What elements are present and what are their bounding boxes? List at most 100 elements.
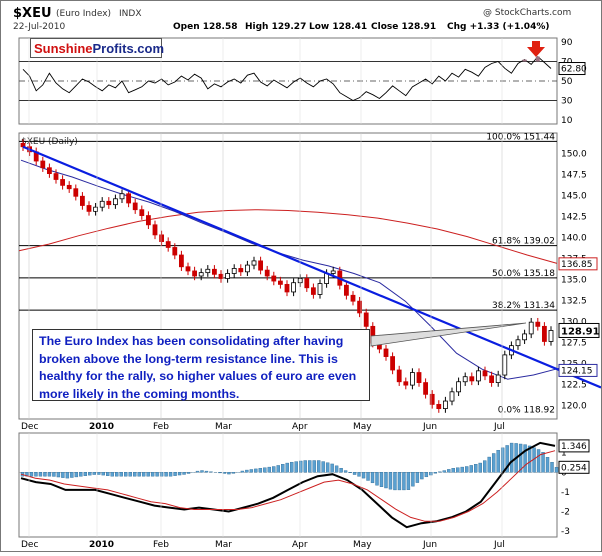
macd-histogram-bar: [169, 472, 172, 476]
candle-body: [173, 247, 177, 255]
macd-value-label: 1.346: [561, 442, 587, 452]
macd-histogram-bar: [308, 461, 311, 473]
macd-histogram-bar: [290, 462, 293, 472]
macd-histogram-bar: [416, 472, 419, 482]
macd-histogram-bar: [524, 445, 527, 473]
macd-histogram-bar: [34, 472, 37, 476]
high-value: High 129.27: [245, 22, 306, 32]
x-tick-label: Dec: [21, 422, 38, 432]
chart-date: 22-Jul-2010: [13, 22, 65, 32]
candle-body: [364, 313, 368, 326]
candle-body: [344, 285, 348, 295]
fib-level-label: 50.0% 135.18: [492, 269, 555, 279]
macd-histogram-bar: [187, 472, 190, 473]
candle-body: [232, 268, 236, 273]
price-tick-label: 122.5: [561, 380, 587, 390]
macd-histogram-bar: [340, 468, 343, 472]
candle-body: [212, 269, 216, 274]
macd-x-tick-label: 2010: [89, 540, 114, 550]
x-tick-label: Jul: [493, 422, 505, 432]
macd-histogram-bar: [165, 472, 168, 476]
fib-level-label: 100.0% 151.44: [486, 132, 555, 142]
logo-part-2: Profits.com: [93, 41, 165, 56]
macd-histogram-bar: [57, 472, 60, 477]
candle-body: [384, 349, 388, 357]
candle-body: [179, 255, 183, 267]
macd-histogram-bar: [39, 472, 42, 476]
macd-histogram-bar: [93, 472, 96, 474]
macd-histogram-bar: [393, 472, 396, 490]
macd-histogram-bar: [151, 472, 154, 476]
macd-histogram-bar: [106, 472, 109, 475]
macd-histogram-bar: [245, 470, 248, 472]
candle-body: [74, 189, 78, 197]
macd-histogram-bar: [295, 462, 298, 473]
x-tick-label: Apr: [292, 422, 308, 432]
macd-histogram-bar: [434, 472, 437, 473]
ma-value-label: 136.85: [561, 260, 593, 270]
candle-body: [457, 382, 461, 392]
macd-tick-label: -3: [561, 527, 570, 537]
candle-body: [193, 271, 197, 276]
price-tick-label: 132.5: [561, 296, 587, 306]
candle-body: [305, 279, 309, 288]
close-value: Close 128.91: [371, 22, 436, 32]
macd-histogram-bar: [88, 472, 91, 475]
copyright-text: @ StockCharts.com: [483, 8, 571, 18]
candle-body: [424, 383, 428, 395]
candle-body: [404, 382, 408, 385]
rsi-overbought-fill: [523, 60, 527, 62]
macd-histogram-bar: [380, 472, 383, 487]
candle-body: [120, 194, 124, 199]
candle-body: [226, 273, 230, 278]
candle-body: [146, 216, 150, 225]
candle-body: [127, 194, 131, 203]
macd-histogram-bar: [124, 472, 127, 476]
logo-part-1: Sunshine: [34, 41, 93, 56]
ma-value-label: 124.15: [561, 366, 593, 376]
candle-body: [529, 322, 533, 334]
rsi-tick-label: 30: [561, 97, 573, 107]
candle-body: [166, 242, 170, 248]
macd-histogram-bar: [75, 472, 78, 477]
macd-histogram-bar: [79, 472, 82, 476]
macd-histogram-bar: [398, 472, 401, 490]
macd-x-tick-label: Feb: [153, 540, 169, 550]
macd-histogram-bar: [142, 472, 145, 476]
candle-body: [516, 340, 520, 346]
candle-body: [140, 210, 144, 216]
macd-histogram-bar: [465, 466, 468, 472]
sunshine-profits-logo: SunshineProfits.com: [30, 38, 162, 58]
candle-body: [206, 269, 210, 272]
candle-body: [490, 376, 494, 383]
macd-tick-label: -2: [561, 507, 570, 517]
macd-histogram-bar: [183, 472, 186, 474]
rsi-tick-label: 10: [561, 116, 573, 126]
macd-histogram-bar: [402, 472, 405, 490]
price-tick-label: 142.5: [561, 212, 587, 222]
candle-body: [410, 373, 414, 386]
macd-histogram-bar: [304, 461, 307, 473]
macd-histogram-bar: [277, 465, 280, 472]
fib-level-label: 0.0% 118.92: [498, 405, 555, 415]
chart-index-name: (Euro Index): [56, 9, 111, 19]
candle-body: [318, 284, 322, 295]
macd-x-tick-label: May: [353, 540, 372, 550]
price-tick-label: 145.0: [561, 191, 587, 201]
price-current-label: 128.91: [561, 326, 600, 337]
macd-histogram-bar: [492, 453, 495, 472]
macd-histogram-bar: [313, 461, 316, 473]
macd-histogram-bar: [456, 468, 459, 473]
price-tick-label: 120.0: [561, 401, 587, 411]
macd-histogram-bar: [286, 463, 289, 472]
macd-histogram-bar: [48, 472, 51, 476]
macd-histogram-bar: [156, 472, 159, 476]
macd-histogram-bar: [97, 472, 100, 474]
macd-histogram-bar: [447, 469, 450, 472]
macd-histogram-bar: [546, 457, 549, 472]
candle-body: [265, 270, 269, 276]
macd-histogram-bar: [254, 469, 257, 472]
candle-body: [199, 273, 203, 276]
